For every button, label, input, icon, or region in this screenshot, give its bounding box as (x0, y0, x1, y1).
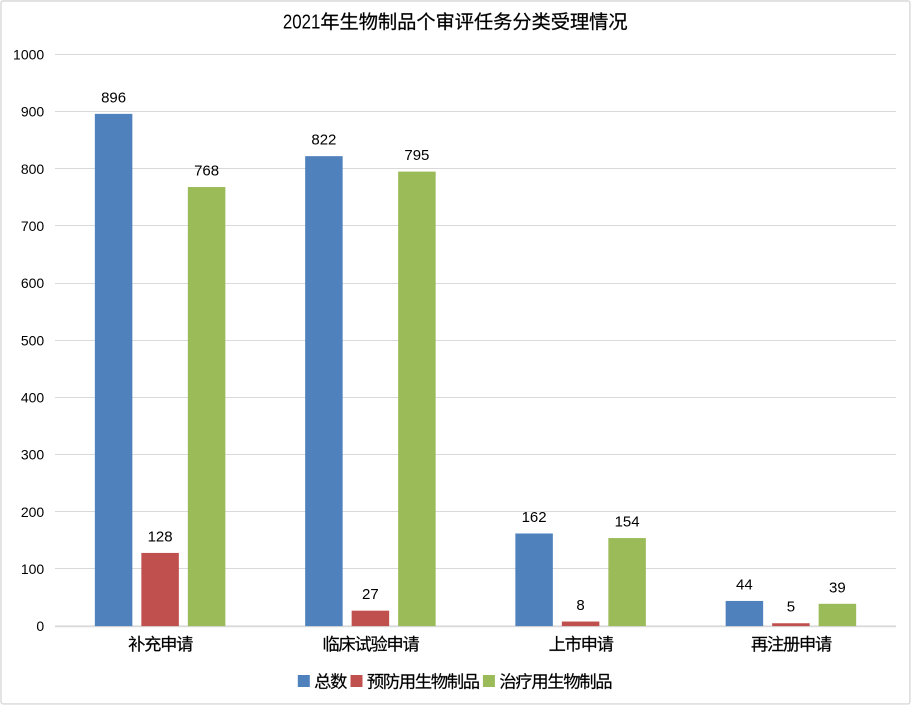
svg-text:900: 900 (21, 104, 45, 120)
svg-text:0: 0 (36, 618, 44, 634)
svg-text:39: 39 (829, 579, 846, 596)
svg-text:154: 154 (615, 514, 640, 531)
svg-text:44: 44 (736, 576, 753, 593)
svg-text:200: 200 (21, 504, 45, 520)
svg-text:768: 768 (194, 163, 219, 180)
svg-text:600: 600 (21, 275, 45, 291)
svg-text:128: 128 (148, 528, 173, 545)
svg-text:300: 300 (21, 447, 45, 463)
svg-text:800: 800 (21, 161, 45, 177)
svg-text:500: 500 (21, 332, 45, 348)
svg-text:896: 896 (101, 89, 126, 106)
svg-text:162: 162 (522, 509, 547, 526)
svg-text:100: 100 (21, 561, 45, 577)
svg-text:27: 27 (362, 586, 379, 603)
svg-text:400: 400 (21, 390, 45, 406)
svg-text:8: 8 (576, 597, 584, 614)
svg-text:2021: 2021 (283, 12, 321, 34)
svg-text:700: 700 (21, 218, 45, 234)
svg-text:795: 795 (404, 147, 429, 164)
svg-text:822: 822 (311, 132, 336, 149)
svg-text:1000: 1000 (13, 47, 44, 63)
svg-text:5: 5 (787, 599, 795, 616)
